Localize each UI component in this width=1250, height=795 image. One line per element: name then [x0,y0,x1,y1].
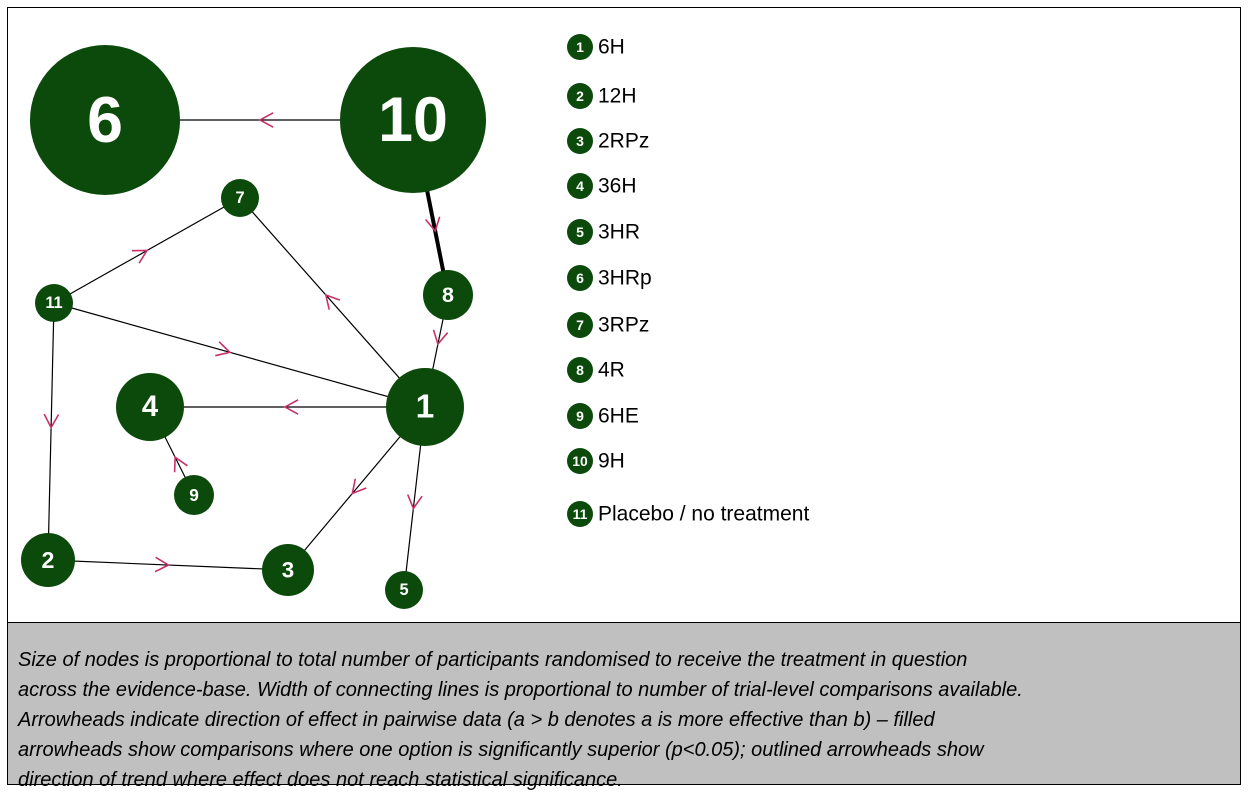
arrowhead [351,478,367,495]
legend-label: 6H [598,36,625,59]
legend-number: 5 [576,224,584,240]
node [423,270,473,320]
legend-marker [567,173,593,199]
legend-label: 9H [598,450,625,473]
caption-line: Arrowheads indicate direction of effect … [18,709,935,731]
node-label: 11 [45,294,62,312]
legend-number: 8 [576,362,584,378]
arrowhead [406,494,423,511]
legend-marker [567,219,593,245]
legend-marker [567,403,593,429]
legend-label: 2RPz [598,130,649,153]
edge [239,197,426,408]
arrowhead [173,455,188,473]
node-label: 8 [442,283,454,307]
arrowhead [215,341,232,357]
arrowhead [43,413,60,430]
node-label: 9 [189,485,199,505]
node [30,45,180,195]
legend-number: 9 [576,408,584,424]
arrowhead [324,293,341,310]
caption-line: direction of trend where effect does not… [18,769,623,791]
legend-marker [567,312,593,338]
legend-marker [567,501,593,527]
legend-number: 1 [576,39,584,55]
legend-label: 3RPz [598,314,649,337]
arrowhead [432,329,449,346]
node [221,179,259,217]
arrowhead [131,249,149,264]
legend-marker [567,357,593,383]
node [340,47,486,193]
legend-number: 11 [573,506,588,522]
arrowhead [258,112,274,128]
node-label: 2 [42,547,55,573]
node-label: 4 [142,391,159,423]
legend-label: 12H [598,85,637,108]
caption: Size of nodes is proportional to total n… [7,622,1241,791]
legend-number: 2 [576,88,584,104]
node-label: 1 [416,389,435,426]
node [262,544,314,596]
edge [53,302,426,408]
legend-label: 6HE [598,405,639,428]
node-label: 6 [87,84,123,156]
legend-marker [567,448,593,474]
legend-number: 7 [576,317,584,333]
node [174,475,214,515]
caption-line: Size of nodes is proportional to total n… [18,649,968,671]
legend-number: 10 [572,453,588,469]
caption-line: across the evidence-base. Width of conne… [18,679,1023,701]
legend-marker [567,128,593,154]
node-label: 10 [378,85,448,155]
legend-label: 4R [598,359,625,382]
legend-marker [567,34,593,60]
node [386,368,464,446]
arrowhead [424,216,441,233]
legend-number: 3 [576,133,584,149]
node-label: 5 [399,581,408,599]
legend-label: 3HR [598,221,640,244]
node-label: 3 [282,558,294,583]
legend-label: 36H [598,175,637,198]
legend-label: Placebo / no treatment [598,503,809,526]
node [385,571,423,609]
legend-label: 3HRp [598,267,652,290]
arrowhead [154,556,171,573]
node [116,373,184,441]
legend-number: 4 [576,178,584,194]
caption-line: arrowheads show comparisons where one op… [18,739,984,761]
legend-marker [567,83,593,109]
arrowhead [283,399,299,415]
node [35,284,73,322]
legend-marker [567,265,593,291]
node-label: 7 [235,189,244,207]
legend-number: 6 [576,270,584,286]
node [21,533,75,587]
edge [47,302,55,561]
